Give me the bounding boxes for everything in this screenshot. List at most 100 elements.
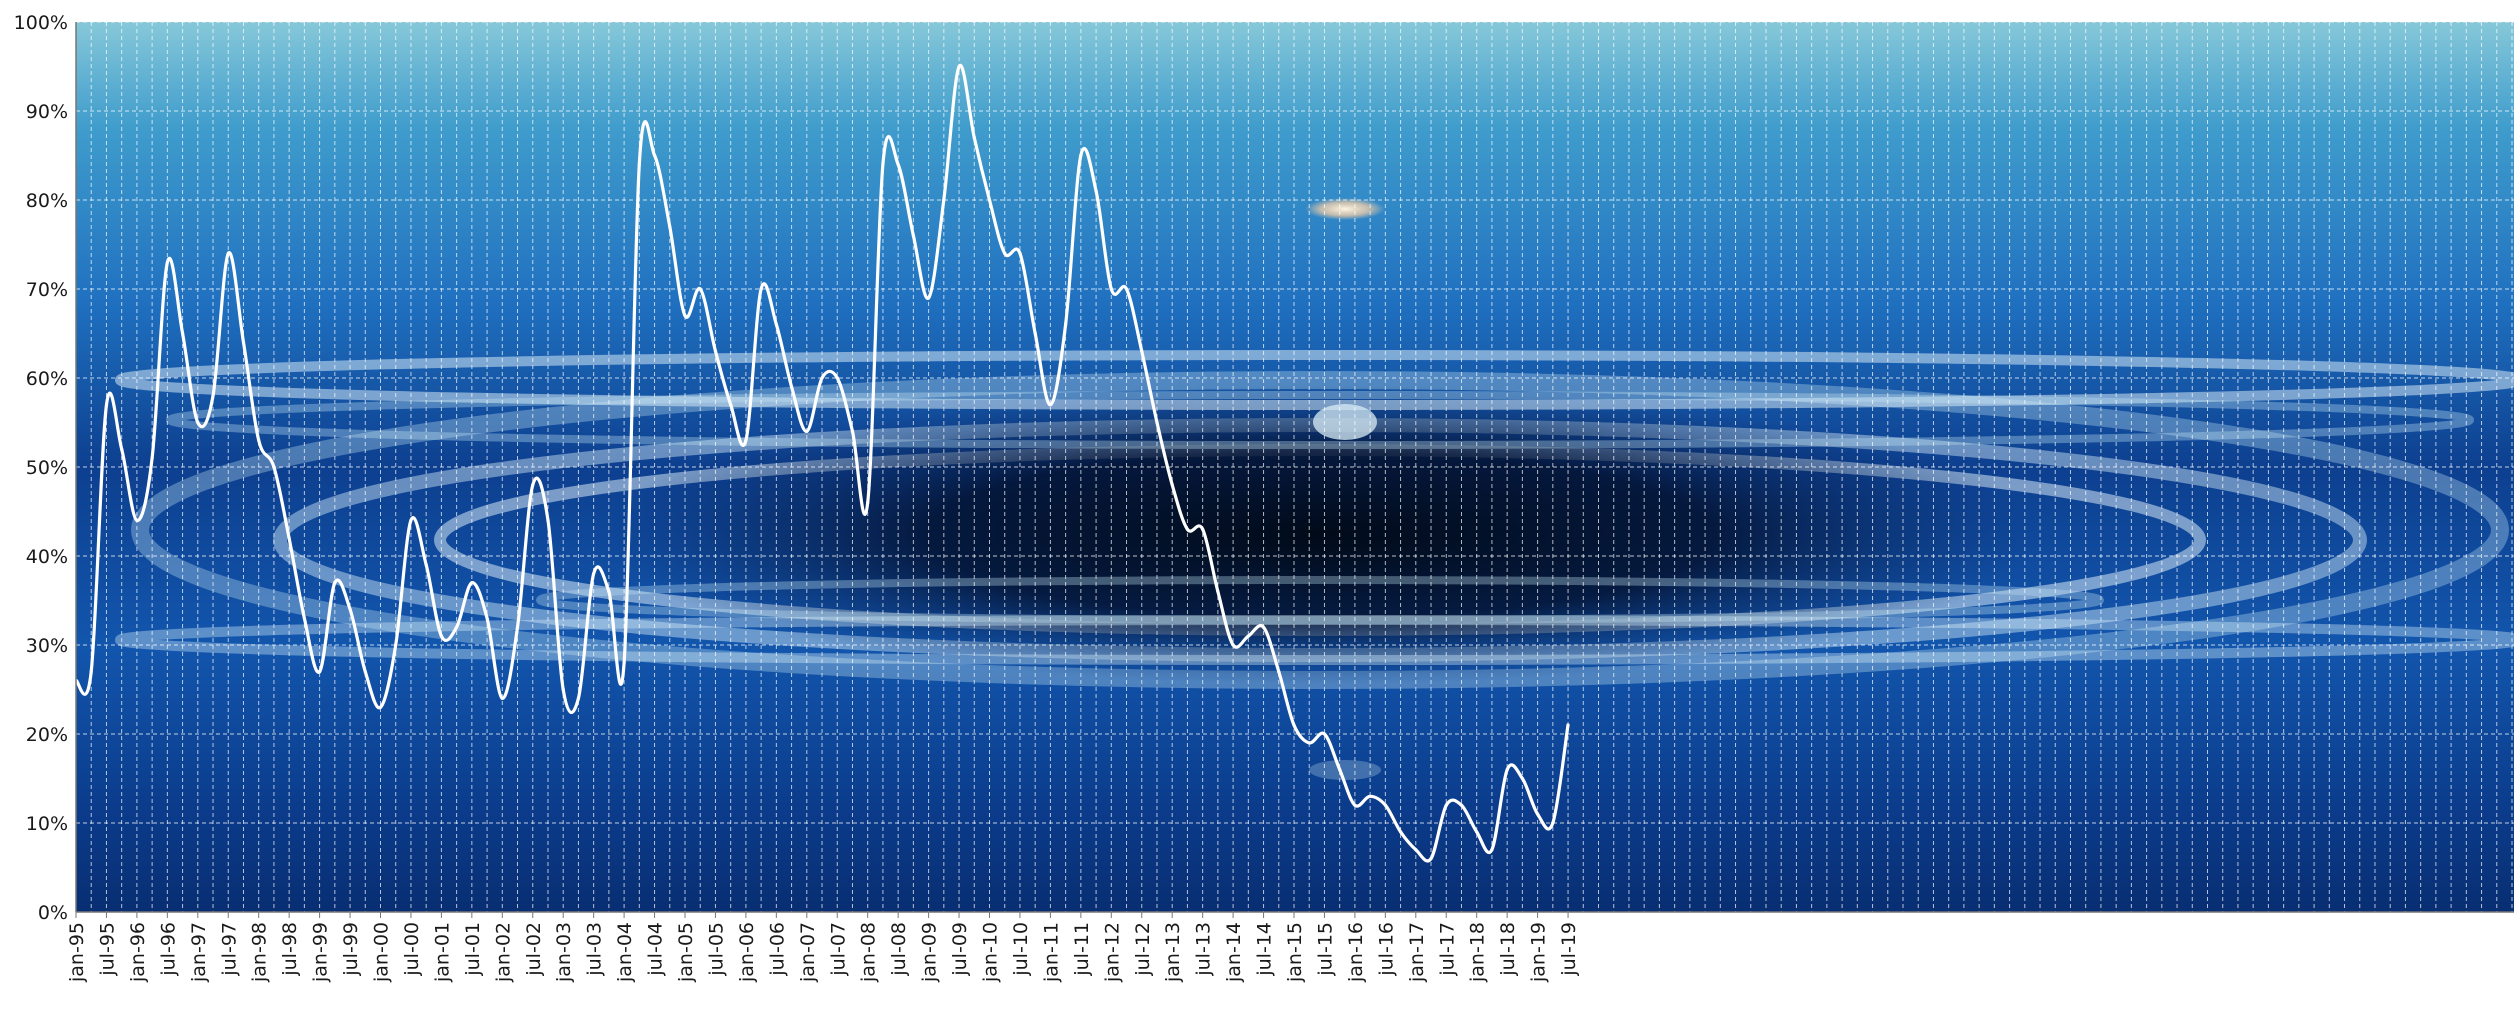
y-tick-label: 100% bbox=[14, 12, 68, 34]
data-point bbox=[470, 581, 474, 585]
x-tick-label: jul-05 bbox=[705, 922, 727, 977]
x-tick-label: jan-95 bbox=[66, 922, 88, 983]
data-point bbox=[957, 64, 961, 69]
data-point bbox=[1018, 251, 1022, 255]
data-point bbox=[1490, 848, 1494, 852]
data-point bbox=[257, 438, 261, 442]
x-tick-label: jul-96 bbox=[157, 922, 179, 977]
data-point bbox=[287, 536, 291, 540]
x-tick-label: jul-02 bbox=[523, 922, 545, 977]
x-tick-label: jan-06 bbox=[736, 922, 758, 983]
data-point bbox=[942, 198, 946, 202]
x-tick-label: jan-11 bbox=[1040, 922, 1062, 983]
data-point bbox=[820, 376, 824, 380]
data-point bbox=[713, 349, 718, 353]
data-point bbox=[241, 340, 246, 344]
data-point bbox=[1064, 323, 1068, 327]
x-tick-label: jan-01 bbox=[431, 922, 453, 983]
data-point bbox=[637, 162, 641, 166]
x-tick-label: jan-03 bbox=[553, 922, 575, 983]
data-point bbox=[653, 153, 657, 158]
data-point bbox=[211, 394, 215, 398]
data-point bbox=[455, 625, 459, 629]
y-tick-label: 30% bbox=[26, 635, 68, 657]
data-point bbox=[1003, 251, 1007, 255]
data-point bbox=[89, 670, 93, 674]
data-point bbox=[1079, 153, 1083, 158]
data-point bbox=[774, 323, 779, 327]
x-tick-label: jan-00 bbox=[371, 922, 393, 983]
data-point bbox=[378, 705, 383, 709]
x-tick-label: jul-17 bbox=[1436, 922, 1458, 977]
data-point bbox=[1292, 723, 1296, 727]
data-point bbox=[272, 465, 276, 469]
x-tick-label: jul-19 bbox=[1558, 922, 1580, 977]
data-point bbox=[835, 376, 839, 380]
x-tick-label: jul-18 bbox=[1497, 922, 1519, 977]
data-point bbox=[576, 696, 581, 701]
data-point bbox=[150, 456, 154, 460]
y-tick-label: 70% bbox=[26, 279, 68, 301]
data-point bbox=[394, 643, 398, 647]
x-tick-label: jan-17 bbox=[1406, 922, 1428, 983]
x-tick-label: jan-07 bbox=[797, 922, 819, 983]
y-tick-label: 80% bbox=[26, 190, 68, 212]
data-point bbox=[135, 518, 139, 523]
data-point bbox=[1109, 287, 1113, 291]
data-point bbox=[1338, 768, 1342, 772]
x-tick-label: jan-19 bbox=[1528, 922, 1550, 983]
data-point bbox=[1094, 189, 1098, 193]
x-tick-label: jan-15 bbox=[1284, 922, 1306, 983]
x-tick-label: jul-04 bbox=[645, 922, 667, 977]
data-point bbox=[1520, 776, 1524, 781]
data-point bbox=[1277, 670, 1281, 674]
x-tick-label: jan-14 bbox=[1223, 922, 1245, 983]
x-tick-label: jul-99 bbox=[340, 922, 362, 977]
x-tick-label: jan-09 bbox=[919, 922, 941, 983]
x-tick-label: jan-08 bbox=[858, 922, 880, 983]
data-point bbox=[1307, 741, 1311, 745]
data-point bbox=[622, 661, 626, 665]
data-point bbox=[1459, 803, 1464, 807]
data-point bbox=[1353, 803, 1357, 807]
data-point bbox=[1475, 830, 1479, 834]
y-tick-label: 20% bbox=[26, 724, 68, 746]
data-point bbox=[485, 616, 489, 620]
x-tick-label: jan-05 bbox=[675, 922, 697, 983]
x-tick-label: jan-96 bbox=[127, 922, 149, 983]
x-tick-label: jul-11 bbox=[1071, 922, 1093, 977]
x-tick-label: jan-98 bbox=[249, 922, 271, 983]
x-axis-ticks: jan-95 jul-95 jan-96 jul-96 jan-97 jul-97 jan-… bbox=[66, 912, 1580, 983]
data-point bbox=[759, 287, 763, 291]
data-point bbox=[1399, 830, 1403, 834]
data-point bbox=[927, 296, 931, 300]
data-point bbox=[1261, 625, 1266, 629]
x-tick-label: jan-10 bbox=[980, 922, 1002, 983]
data-point bbox=[972, 136, 976, 140]
data-point bbox=[500, 696, 504, 701]
data-point bbox=[668, 225, 672, 229]
y-tick-label: 90% bbox=[26, 101, 68, 123]
y-axis-ticks: 0% 10% 20% 30% 40% 50% 60% 70% 80% 90% 100% bbox=[14, 12, 68, 924]
data-point bbox=[424, 563, 428, 567]
data-point bbox=[302, 616, 306, 620]
x-tick-label: jul-03 bbox=[584, 922, 606, 977]
data-point bbox=[409, 518, 413, 523]
data-point bbox=[1246, 634, 1250, 638]
data-point bbox=[729, 403, 733, 407]
data-point bbox=[1170, 483, 1174, 487]
x-tick-label: jan-18 bbox=[1467, 922, 1489, 983]
data-point bbox=[1124, 287, 1129, 291]
x-tick-label: jul-12 bbox=[1132, 922, 1154, 977]
series-group bbox=[76, 63, 1570, 863]
data-point bbox=[790, 385, 794, 389]
data-point bbox=[1322, 732, 1327, 736]
x-tick-label: jan-16 bbox=[1345, 922, 1367, 983]
data-point bbox=[1383, 803, 1387, 807]
data-point bbox=[744, 438, 748, 442]
data-point bbox=[181, 331, 185, 336]
data-point bbox=[1231, 643, 1235, 647]
vertical-gridlines bbox=[90, 22, 2513, 912]
x-tick-label: jan-97 bbox=[188, 922, 210, 983]
